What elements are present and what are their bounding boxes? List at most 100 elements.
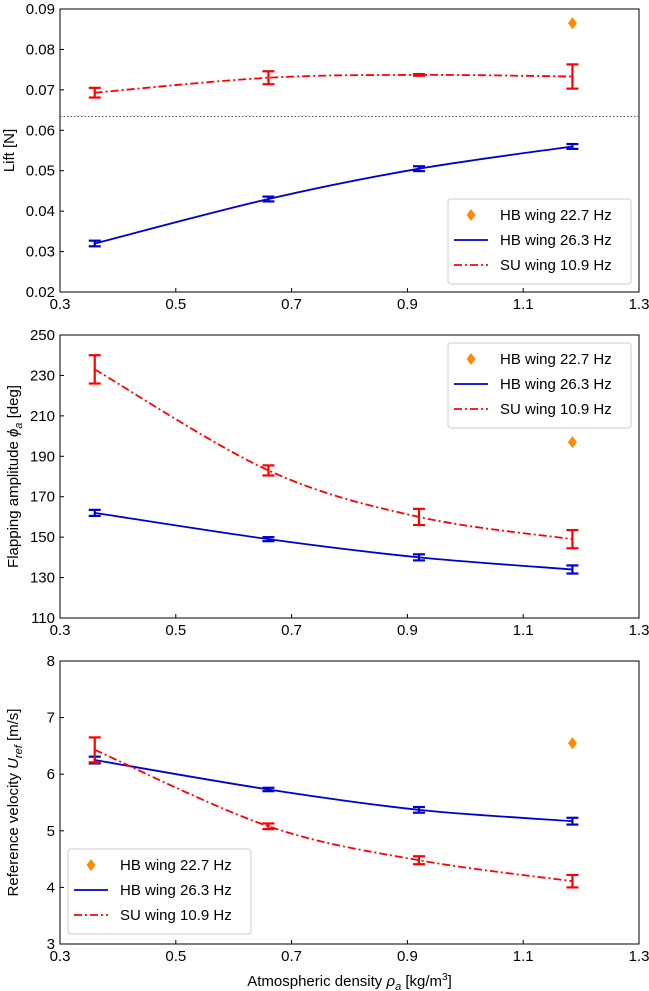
legend-diamond-icon <box>86 859 96 871</box>
y-tick-label: 0.06 <box>26 122 55 139</box>
legend-box <box>67 848 252 935</box>
y-tick-label: 210 <box>30 408 55 425</box>
x-tick-label: 0.9 <box>397 296 418 313</box>
error-bar <box>262 786 275 793</box>
error-bar <box>412 165 425 173</box>
legend: HB wing 22.7 Hz HB wing 26.3 Hz SU wing 10… <box>447 342 632 429</box>
legend-label: HB wing 26.3 Hz <box>120 882 232 899</box>
error-bar <box>566 564 579 575</box>
label-part: a <box>13 423 25 429</box>
legend-label: SU wing 10.9 Hz <box>500 257 612 274</box>
legend-label: HB wing 22.7 Hz <box>120 857 232 874</box>
x-tick-label: 1.3 <box>629 948 649 965</box>
error-bar <box>88 736 101 764</box>
x-tick-label: 0.3 <box>50 948 71 965</box>
legend-box <box>447 342 632 429</box>
label-part: U <box>5 758 22 769</box>
y-tick-label: 8 <box>47 653 55 670</box>
data-point-diamond <box>567 17 577 30</box>
legend-label: HB wing 22.7 Hz <box>500 207 612 224</box>
y-tick-label: 0.05 <box>26 163 55 180</box>
error-bar <box>88 508 101 518</box>
label-part: a <box>395 981 401 991</box>
panel-2: 0.3 0.5 0.7 0.9 1.1 1.3 110 130 150 170 190 210 230 2… <box>5 327 649 639</box>
error-bar <box>262 536 275 543</box>
legend-label: HB wing 26.3 Hz <box>500 232 612 249</box>
y-axis-label: Lift [N] <box>1 129 18 172</box>
error-bar <box>412 507 425 527</box>
error-bar <box>88 239 101 248</box>
label-part: Reference velocity <box>5 769 22 897</box>
y-tick-label: 230 <box>30 367 55 384</box>
series-line-2 <box>94 749 573 883</box>
label-part: [kg/m <box>401 973 442 990</box>
legend: HB wing 22.7 Hz HB wing 26.3 Hz SU wing 10… <box>67 848 252 935</box>
y-axis-label: Flapping amplitude ϕa [deg] <box>5 385 25 568</box>
error-bar <box>262 822 275 831</box>
y-axis-label: Reference velocity Uref [m/s] <box>5 709 25 897</box>
y-tick-label: 130 <box>30 570 55 587</box>
panel-3: 0.3 0.5 0.7 0.9 1.1 1.3 3 4 5 6 7 8 Reference veloci… <box>5 653 649 991</box>
panel-1: 0.3 0.5 0.7 0.9 1.1 1.3 0.02 0.03 0.04 0.05 0.06 0.… <box>1 1 649 313</box>
data-point-diamond <box>567 737 577 750</box>
y-tick-label: 5 <box>47 823 55 840</box>
error-bar <box>262 464 275 477</box>
plot-frame <box>59 660 640 945</box>
label-part: ref <box>13 744 25 758</box>
x-tick-label: 0.7 <box>281 622 302 639</box>
y-tick-label: 0.07 <box>26 82 55 99</box>
error-bar <box>566 63 579 90</box>
error-bar <box>566 142 579 150</box>
error-bar <box>88 86 101 99</box>
legend: HB wing 22.7 Hz HB wing 26.3 Hz SU wing 10… <box>447 198 632 285</box>
y-tick-label: 150 <box>30 529 55 546</box>
series-line-1 <box>94 759 573 823</box>
x-tick-label: 1.1 <box>513 622 534 639</box>
error-bar <box>566 528 579 550</box>
x-tick-label: 0.3 <box>50 622 71 639</box>
error-bar <box>262 70 275 86</box>
error-bar <box>566 873 579 889</box>
y-tick-label: 7 <box>47 710 55 727</box>
data-point-diamond <box>567 436 577 449</box>
legend-box <box>447 198 632 285</box>
x-tick-label: 0.7 <box>281 296 302 313</box>
y-tick-label: 4 <box>47 879 55 896</box>
error-bar <box>412 72 425 77</box>
y-tick-label: 170 <box>30 489 55 506</box>
y-tick-label: 190 <box>30 448 55 465</box>
x-tick-label: 1.1 <box>513 948 534 965</box>
x-tick-label: 0.7 <box>281 948 302 965</box>
y-tick-label: 0.04 <box>26 203 55 220</box>
error-bar <box>566 816 579 826</box>
error-bar <box>412 805 425 814</box>
error-bar <box>412 553 425 562</box>
y-tick-label: 250 <box>30 327 55 344</box>
plot-frame <box>59 334 640 619</box>
legend-label: SU wing 10.9 Hz <box>120 907 232 924</box>
y-tick-label: 0.08 <box>26 41 55 58</box>
series-line-1 <box>94 511 573 571</box>
series-line-2 <box>94 368 573 541</box>
label-part: Atmospheric density <box>247 973 386 990</box>
legend-label: HB wing 26.3 Hz <box>500 376 612 393</box>
label-part: 3 <box>442 972 448 983</box>
plot-frame <box>59 8 640 293</box>
y-tick-label: 0.02 <box>26 284 55 301</box>
x-tick-label: 0.5 <box>165 296 186 313</box>
series-line-1 <box>94 145 573 245</box>
y-tick-label: 3 <box>47 936 55 953</box>
legend-diamond-icon <box>466 353 476 365</box>
y-tick-label: 6 <box>47 766 55 783</box>
legend-label: HB wing 22.7 Hz <box>500 351 612 368</box>
x-tick-label: 0.5 <box>165 948 186 965</box>
label-part: Lift [N] <box>1 129 18 172</box>
y-tick-label: 0.03 <box>26 244 55 261</box>
x-tick-label: 0.9 <box>397 622 418 639</box>
label-part: Flapping amplitude <box>5 437 22 568</box>
x-tick-label: 0.5 <box>165 622 186 639</box>
x-axis-label: Atmospheric density ρa [kg/m3] <box>247 972 452 991</box>
x-tick-label: 1.3 <box>629 622 649 639</box>
